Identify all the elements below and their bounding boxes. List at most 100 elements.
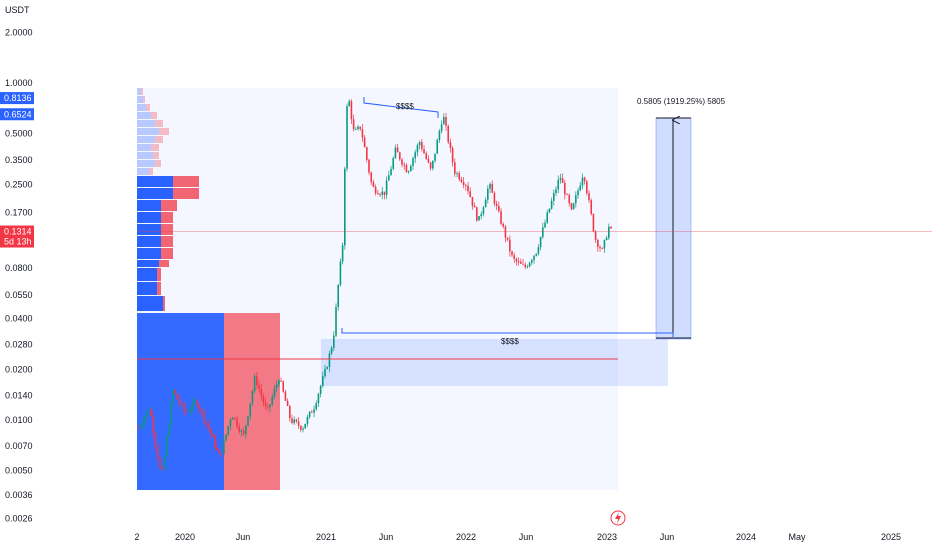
vp-bar-sell	[163, 296, 165, 311]
candle-body	[603, 239, 606, 249]
candle-body	[286, 400, 289, 407]
candle-body	[438, 131, 441, 141]
y-tick-label: 0.0800	[5, 263, 33, 273]
price-badge	[0, 225, 34, 248]
dollar-label-top: $$$$	[396, 102, 414, 111]
candle-body	[385, 180, 388, 195]
vp-bar-buy	[137, 248, 161, 259]
vp-bar-buy	[137, 88, 141, 95]
candle-body	[218, 449, 221, 454]
candle-body	[324, 368, 326, 377]
candle-body	[231, 417, 234, 420]
candle-body	[168, 425, 170, 438]
candle-body	[291, 418, 293, 423]
x-axis[interactable]: 2 2020 Jun 2021 Jun 2022 Jun 2023 Jun 2024 May 2025	[134, 532, 901, 542]
candle-body	[330, 347, 333, 354]
vp-bar-sell	[155, 136, 163, 143]
x-tick-label: Jun	[519, 532, 534, 542]
x-tick-label: Jun	[660, 532, 675, 542]
candle-body	[315, 403, 318, 410]
candle-body	[610, 226, 612, 229]
candle-body	[487, 188, 489, 200]
candle-body	[306, 416, 309, 424]
candle-body	[515, 258, 518, 262]
candle-body	[579, 185, 582, 191]
candle-body	[333, 335, 335, 348]
vp-bar-buy	[137, 268, 157, 281]
candle-body	[476, 207, 478, 221]
candle-body	[174, 389, 177, 394]
candle-body	[172, 389, 175, 404]
candle-body	[260, 388, 263, 396]
candle-body	[427, 158, 430, 163]
candle-body	[460, 179, 463, 182]
candle-body	[163, 455, 166, 470]
vp-bar-sell	[157, 282, 161, 295]
vp-bar-buy	[137, 260, 159, 267]
event-icon[interactable]	[610, 510, 626, 526]
candle-body	[179, 399, 181, 404]
candle-body	[425, 153, 428, 159]
candle-body	[392, 158, 395, 169]
candle-body	[500, 211, 502, 224]
vp-bar-sell	[157, 268, 161, 281]
candle-body	[143, 416, 146, 423]
y-tick-label: 0.5000	[5, 129, 33, 139]
vp-bar-sell	[155, 120, 163, 127]
candle-body	[229, 419, 232, 427]
candle-body	[531, 260, 533, 263]
candle-body	[535, 253, 538, 256]
candle-body	[355, 129, 357, 130]
candle-body	[489, 183, 491, 189]
candle-body	[302, 428, 304, 430]
vp-bar-sell	[153, 152, 159, 159]
candle-body	[374, 186, 377, 194]
candle-body	[295, 419, 298, 422]
vp-bar-sell	[173, 188, 199, 199]
vp-bar-sell	[161, 212, 173, 223]
candle-body	[440, 124, 443, 132]
vp-bar-buy	[137, 144, 151, 151]
vp-bar-sell	[159, 260, 169, 267]
candle-body	[381, 191, 384, 195]
candle-body	[528, 262, 531, 267]
candle-body	[511, 251, 513, 256]
candle-body	[418, 142, 421, 146]
candle-body	[335, 306, 337, 336]
candle-body	[251, 391, 254, 404]
candle-body	[451, 148, 454, 163]
candle-body	[394, 147, 397, 159]
candle-body	[416, 145, 419, 153]
candle-body	[196, 400, 199, 406]
vp-bar-buy	[137, 104, 146, 111]
candle-body	[359, 126, 362, 130]
candle-body	[216, 447, 219, 450]
candle-body	[575, 195, 577, 204]
candle-body	[526, 266, 529, 268]
candle-body	[524, 264, 527, 268]
candle-body	[326, 367, 329, 369]
price-badge-countdown: 5d 13h	[4, 237, 32, 247]
candle-body	[588, 193, 590, 201]
candle-body	[566, 194, 568, 196]
candle-body	[262, 395, 265, 403]
vp-bar-buy	[137, 236, 161, 247]
candle-body	[601, 248, 604, 250]
candle-body	[264, 402, 267, 407]
candle-body	[194, 400, 197, 402]
candle-body	[242, 430, 245, 435]
candle-body	[583, 177, 586, 182]
vp-bar-buy	[137, 224, 161, 235]
candle-body	[443, 116, 445, 125]
candle-body	[396, 147, 399, 153]
candle-body	[297, 421, 300, 426]
candle-body	[139, 425, 142, 428]
range-annotation: 0.5805 (1919.25%) 5805	[637, 97, 726, 106]
candle-body	[322, 376, 324, 386]
vp-bar-buy	[137, 112, 151, 119]
candle-body	[480, 214, 483, 217]
candle-body	[553, 193, 555, 201]
